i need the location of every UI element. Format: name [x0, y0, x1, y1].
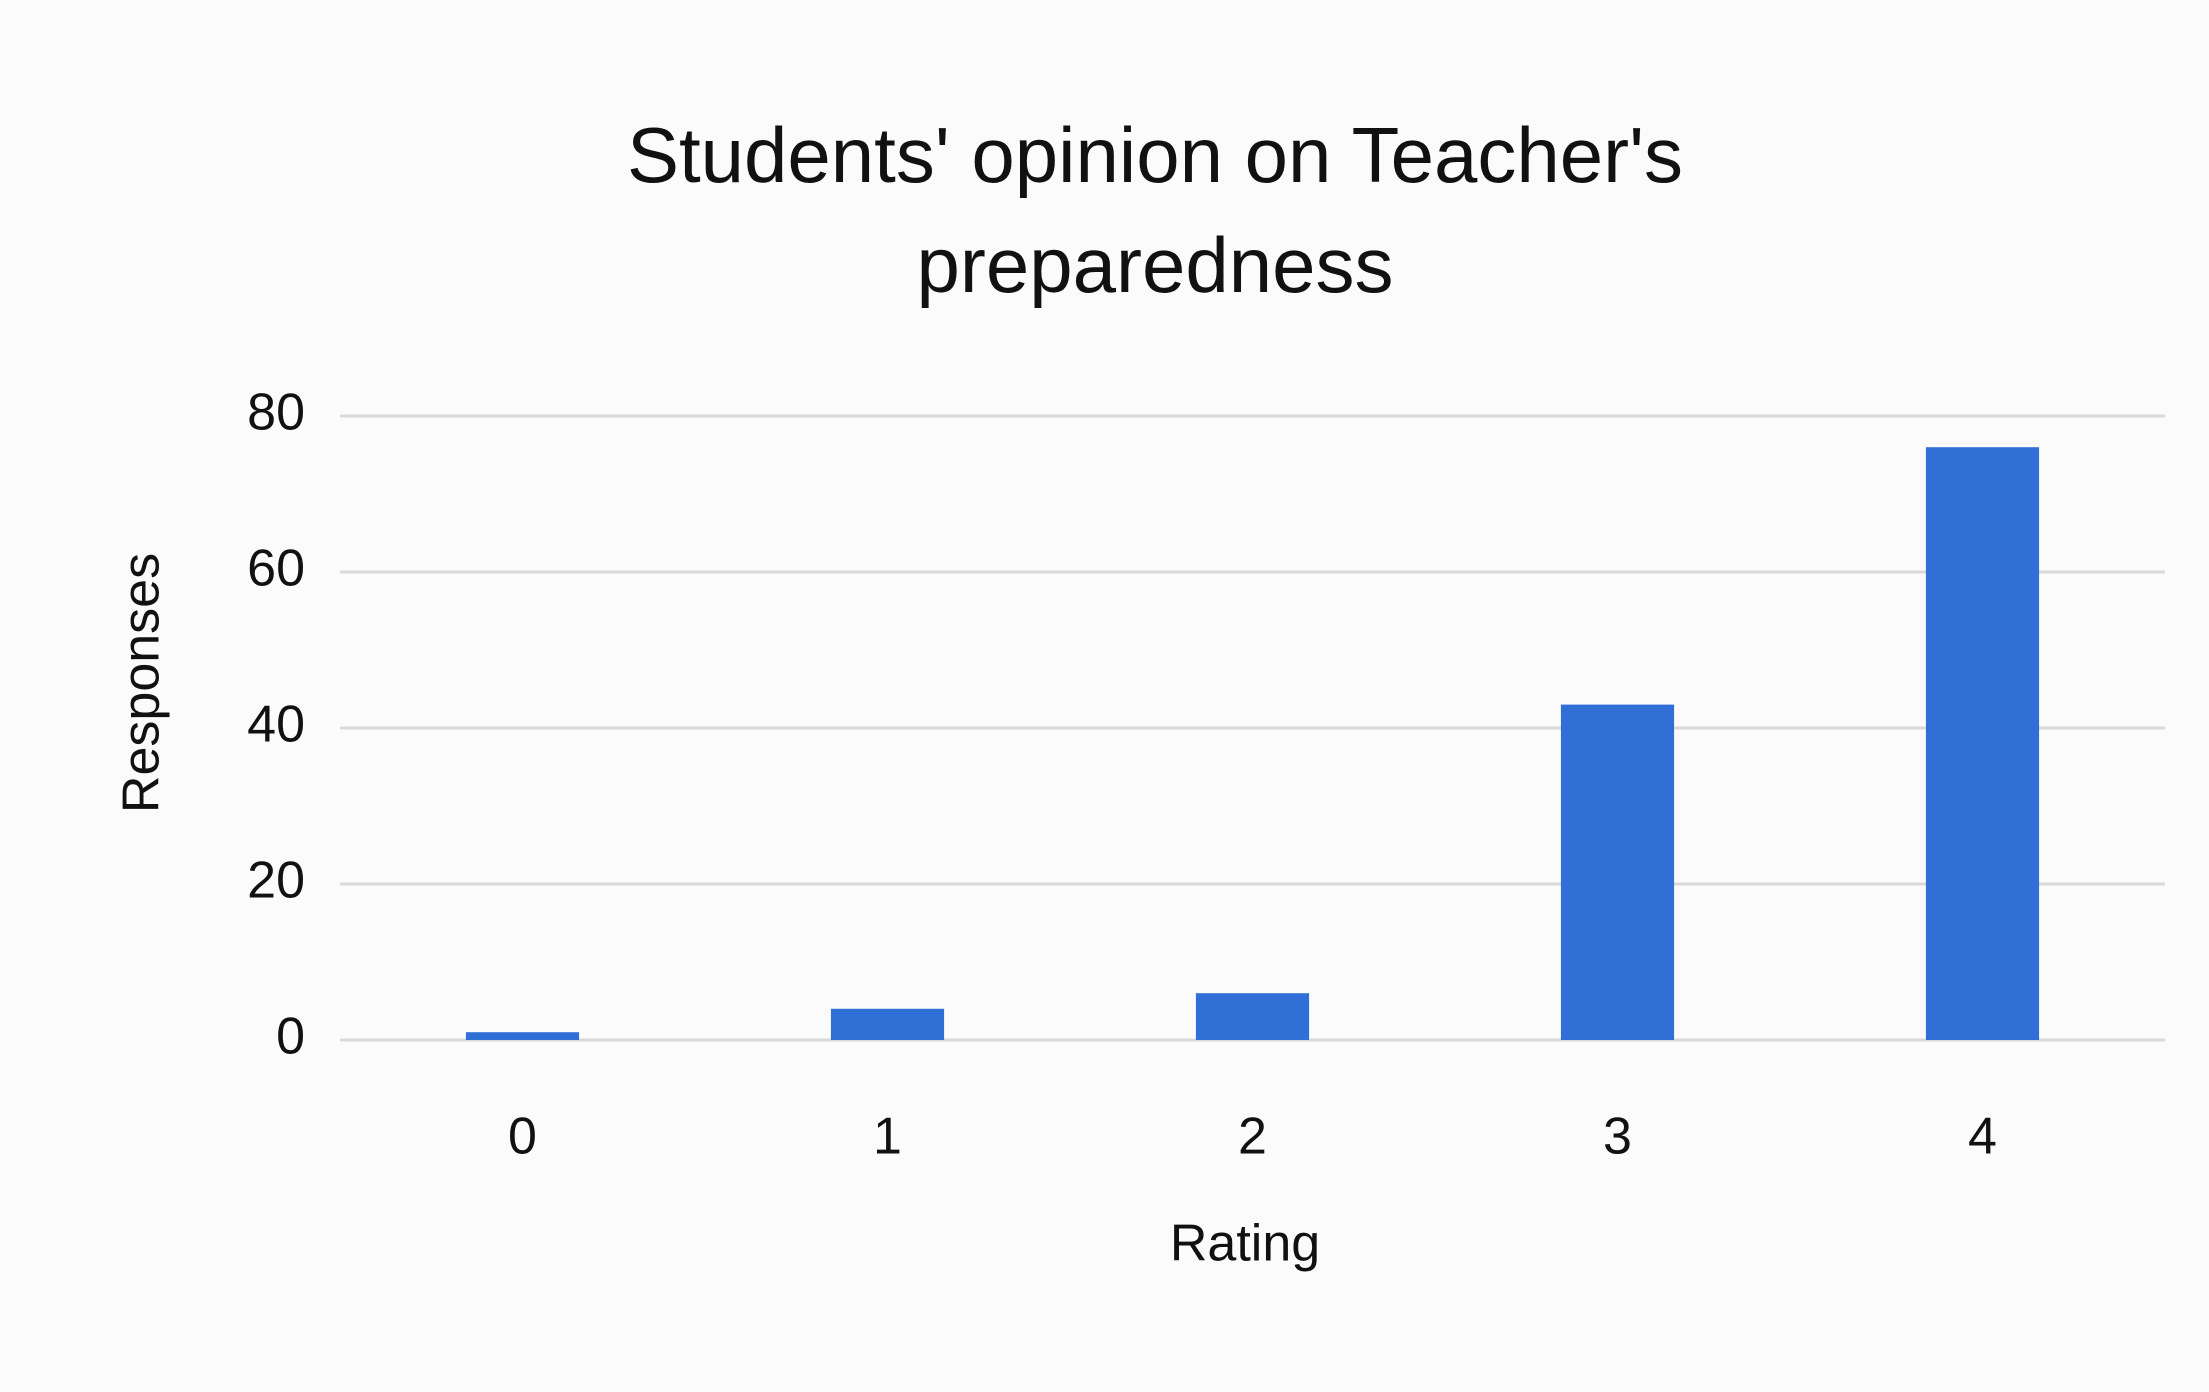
x-tick-label: 3 [1603, 1108, 1632, 1166]
y-tick-label: 60 [247, 540, 305, 598]
x-axis-title: Rating [1170, 1215, 1320, 1273]
bar [1195, 993, 1310, 1040]
bar [830, 1008, 945, 1040]
y-tick-label: 20 [247, 852, 305, 910]
y-tick-label: 40 [247, 696, 305, 754]
x-tick-label: 1 [873, 1108, 902, 1166]
chart-title: Students' opinion on Teacher's preparedn… [626, 111, 1684, 309]
x-tick-label: 0 [508, 1108, 537, 1166]
y-axis-title: Responses [113, 553, 171, 813]
bar [1925, 447, 2040, 1040]
bar [1560, 704, 1675, 1040]
y-tick-label: 0 [276, 1008, 305, 1066]
x-tick-label: 4 [1968, 1108, 1997, 1166]
x-tick-label: 2 [1238, 1108, 1267, 1166]
bar [465, 1032, 580, 1040]
y-tick-label: 80 [247, 384, 305, 442]
